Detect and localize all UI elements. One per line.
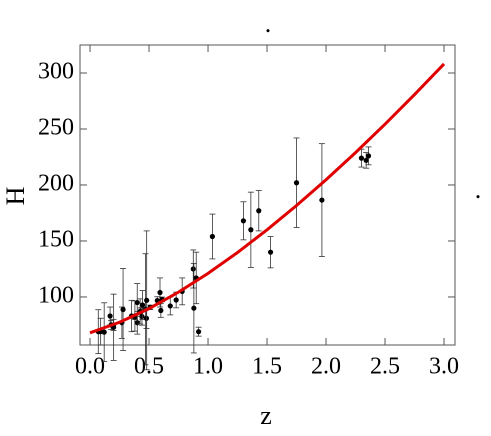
x-axis-label: z (260, 401, 272, 430)
point (107, 313, 113, 319)
x-tick-label: 1.0 (193, 354, 223, 380)
x-tick-label: 3.0 (429, 354, 459, 380)
point (209, 233, 215, 240)
point (319, 197, 325, 203)
y-tick-label: 150 (38, 226, 74, 252)
x-tick-label: 0.0 (75, 354, 105, 380)
point (190, 266, 196, 272)
point (139, 313, 145, 320)
point (173, 297, 179, 303)
point (144, 297, 150, 303)
plot-frame (79, 44, 456, 346)
x-tick-label: 2.0 (311, 354, 341, 380)
y-axis-label: H (1, 186, 30, 205)
point (358, 155, 365, 161)
y-tick-label: 300 (38, 58, 74, 84)
point (167, 303, 173, 309)
point (134, 299, 140, 306)
point (256, 208, 262, 214)
fit-curve (89, 62, 446, 335)
point (248, 227, 254, 233)
point (134, 320, 140, 326)
x-tick-label: 2.5 (370, 354, 400, 380)
y-tick-label: 100 (38, 282, 74, 308)
point (139, 302, 146, 308)
chart-title: . (265, 9, 272, 38)
y-tick-label: 200 (38, 170, 74, 196)
annotation: . (475, 175, 482, 204)
point (158, 307, 164, 314)
point (191, 305, 197, 311)
point (365, 153, 372, 159)
point (195, 329, 202, 335)
point (157, 289, 163, 296)
point (293, 180, 300, 186)
point (101, 329, 107, 335)
x-tick-label: 1.5 (252, 354, 282, 380)
point (120, 306, 126, 313)
point (363, 157, 369, 163)
y-tick-label: 250 (38, 114, 74, 140)
point (267, 249, 274, 255)
point (240, 218, 247, 224)
x-tick-label: 0.5 (134, 354, 164, 380)
